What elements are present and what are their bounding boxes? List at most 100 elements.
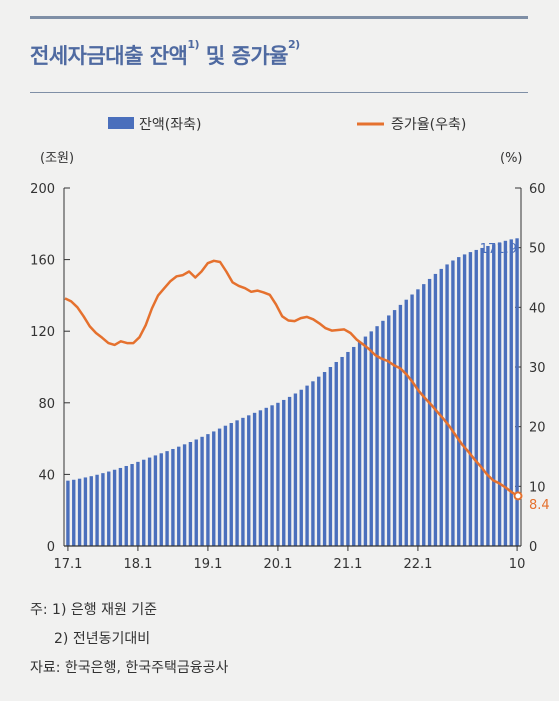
x-tick-label: 10 [509,557,526,572]
balance-bar [311,381,315,546]
balance-bar [352,346,356,546]
balance-bar [72,479,76,546]
balance-bar [241,417,245,546]
growth-last-point [513,491,523,501]
balance-bar [474,249,478,546]
balance-bar [392,310,397,546]
balance-bar [153,455,158,546]
balance-last-label: 171.9 [480,242,517,257]
balance-bar [177,446,181,546]
balance-bar [404,299,408,546]
balance-bar [194,439,198,546]
balance-bar [486,245,490,546]
x-tick-label: 20.1 [263,557,292,572]
right-tick-label: 0 [529,540,537,555]
x-tick-label: 22.1 [403,557,432,572]
source-note: 자료: 한국은행, 한국주택금융공사 [30,660,229,676]
right-tick-label: 30 [529,361,546,376]
left-tick-label: 120 [30,325,55,340]
title-rule [30,92,528,93]
balance-bar [503,240,508,546]
x-tick-label: 18.1 [123,557,152,572]
balance-bar [217,428,222,546]
balance-bar [462,254,467,546]
balance-bar [427,278,432,546]
balance-bar [334,361,338,546]
balance-bar [95,474,99,546]
right-tick-label: 20 [529,421,546,436]
balance-bar [509,239,513,547]
x-tick-label: 19.1 [193,557,222,572]
balance-bar [165,451,169,546]
balance-bar [182,444,187,546]
right-tick-label: 40 [529,301,546,316]
right-tick-label: 60 [529,182,546,197]
balance-bar [410,294,414,546]
balance-bar [66,480,70,546]
legend-label-line: 증가율(우축) [391,117,466,133]
balance-bar [188,442,193,546]
right-tick-label: 10 [529,480,546,495]
balance-bar [282,399,286,546]
balance-bar [83,477,88,546]
balance-bar [492,244,496,546]
right-tick-label: 50 [529,242,546,257]
balance-bar [112,469,117,546]
balance-bar [107,471,111,546]
balance-bar [299,389,303,546]
balance-bar [416,289,420,546]
x-tick-label: 17.1 [53,557,82,572]
balance-bar [322,372,327,546]
balance-bar [328,367,333,546]
balance-bar [468,252,473,546]
balance-bar [497,242,502,546]
balance-bar [147,457,152,546]
balance-bar [276,402,280,546]
balance-bar [457,257,461,546]
x-tick-label: 21.1 [333,557,362,572]
left-tick-label: 80 [38,397,55,412]
balance-bar [124,465,128,546]
combo-chart: 잔액(좌축) 증가율(우축)(조원) (%)04080120160200010203… [30,117,550,572]
left-axis-unit: (조원) [40,151,74,166]
balance-bar [340,356,344,546]
balance-bar [142,459,146,546]
balance-bar [264,407,268,546]
balance-bar [258,410,263,546]
balance-bar [363,336,368,546]
top-rule [30,16,528,19]
note-2: 2) 전년동기대비 [54,631,151,647]
balance-bar [101,473,105,546]
left-tick-label: 40 [38,468,55,483]
legend-swatch-bar [108,117,134,129]
legend-label-bar: 잔액(좌축) [139,117,201,133]
balance-bar [439,268,443,546]
left-tick-label: 160 [30,254,55,269]
balance-bar [445,264,449,546]
balance-bar [480,247,484,546]
balance-bar [118,467,123,546]
balance-bar [252,412,257,546]
balance-bar [171,448,175,546]
balance-bar [387,315,391,546]
balance-bar [451,260,455,546]
balance-bar [515,238,519,546]
balance-bar [305,385,309,546]
balance-bar [89,476,93,546]
balance-bar [293,393,298,546]
balance-bar [200,436,204,546]
balance-bar [287,396,292,546]
balance-bar [381,320,385,546]
chart-title: 전세자금대출 잔액1) 및 증가율2) [30,38,300,68]
balance-bar [229,423,233,546]
balance-bar [77,478,82,546]
growth-last-label: 8.4 [529,498,550,513]
note-1: 주: 1) 은행 재원 기준 [30,602,158,618]
balance-bar [247,415,251,546]
left-tick-label: 200 [30,182,55,197]
balance-bar [136,461,140,546]
growth-line [64,259,519,497]
balance-bar [130,464,134,546]
balance-bar [369,331,373,546]
left-tick-label: 0 [47,540,55,555]
